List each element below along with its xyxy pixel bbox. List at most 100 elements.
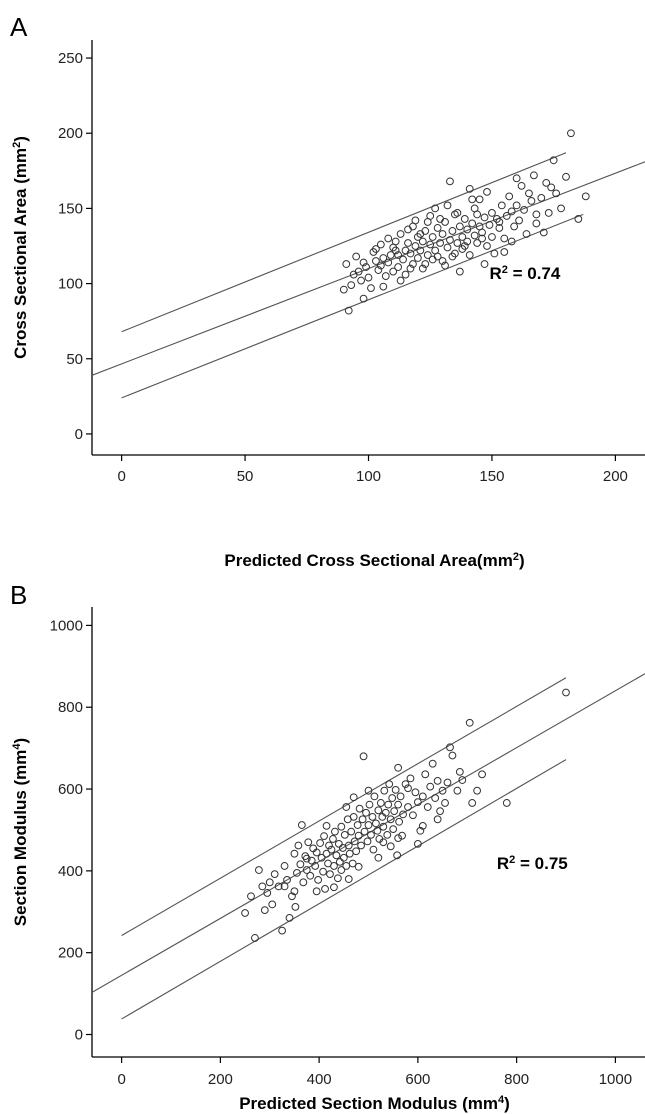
x-tick-label: 0: [117, 1071, 125, 1088]
data-point: [421, 260, 430, 268]
data-point: [352, 252, 361, 261]
data-point: [500, 234, 509, 243]
data-point: [381, 808, 390, 817]
r-squared-annotation: R2 = 0.74: [489, 264, 560, 283]
chart-panel-a: A 0 50 100 150 200 250 0 50 100 150 200 Predicted Cr…: [10, 12, 645, 570]
data-point: [446, 177, 454, 186]
data-point: [395, 817, 404, 826]
data-point: [455, 767, 464, 776]
data-point: [260, 906, 269, 915]
data-point: [360, 827, 369, 836]
data-point: [332, 851, 341, 860]
data-point: [448, 252, 457, 261]
data-point: [517, 181, 526, 190]
data-point: [539, 228, 548, 237]
data-point: [376, 240, 385, 249]
data-point: [306, 871, 315, 880]
data-point: [364, 273, 373, 282]
data-point: [325, 841, 333, 850]
data-point: [241, 909, 249, 917]
data-point: [549, 156, 558, 165]
data-point: [502, 799, 511, 807]
data-point: [448, 751, 457, 760]
data-point: [358, 815, 367, 824]
data-point: [515, 216, 523, 225]
data-point: [544, 209, 553, 217]
data-point: [288, 892, 296, 901]
data-point: [525, 189, 533, 198]
data-point: [319, 867, 327, 876]
data-point: [384, 258, 393, 267]
r-squared-annotation: R2 = 0.75: [497, 854, 568, 873]
data-point: [399, 810, 407, 819]
y-tick-label: 400: [58, 863, 83, 880]
data-point: [352, 847, 361, 856]
data-point: [359, 258, 368, 267]
data-point: [460, 242, 469, 250]
data-point: [478, 770, 486, 779]
data-point: [379, 254, 388, 262]
x-tick-label: 100: [356, 468, 381, 485]
x-tick-label: 1000: [599, 1071, 632, 1088]
data-point: [581, 192, 590, 201]
data-point: [495, 224, 504, 232]
data-point: [473, 239, 482, 247]
data-point: [453, 239, 462, 247]
data-point: [399, 255, 407, 264]
data-point: [507, 237, 516, 246]
data-point: [374, 266, 383, 274]
data-point: [453, 786, 462, 795]
data-point: [411, 216, 420, 225]
data-point: [348, 859, 357, 868]
data-point: [347, 281, 356, 289]
data-point: [416, 230, 425, 238]
data-point: [483, 242, 491, 250]
data-point: [321, 884, 329, 893]
data-point: [353, 821, 362, 829]
data-point: [376, 799, 385, 807]
data-point: [278, 926, 286, 935]
data-point: [304, 838, 313, 847]
data-point: [372, 257, 380, 265]
data-point: [280, 862, 289, 870]
data-point: [344, 306, 353, 315]
y-tick-label: 250: [58, 50, 83, 67]
data-point: [274, 882, 283, 891]
data-point: [381, 272, 390, 280]
data-point: [386, 251, 395, 259]
data-point: [339, 853, 348, 862]
data-point: [441, 799, 449, 807]
data-point: [337, 822, 346, 831]
data-point: [297, 821, 306, 829]
data-point: [254, 866, 263, 874]
data-point: [505, 192, 514, 201]
data-point: [285, 914, 294, 922]
data-point: [349, 812, 358, 821]
data-point: [532, 210, 541, 219]
data-point: [330, 883, 338, 892]
data-point: [480, 213, 489, 222]
data-point: [512, 201, 521, 210]
data-point: [398, 831, 406, 840]
data-point: [362, 263, 370, 271]
data-point: [433, 224, 442, 232]
data-point: [290, 887, 299, 896]
data-point: [367, 284, 375, 292]
data-point: [436, 239, 444, 247]
data-point: [500, 248, 509, 256]
data-point: [431, 794, 440, 802]
data-point: [428, 233, 437, 241]
data-point: [364, 786, 373, 795]
data-point: [455, 222, 464, 231]
data-point: [294, 841, 303, 850]
y-tick-label: 0: [75, 426, 83, 443]
x-axis-title: Predicted Cross Sectional Area(mm2): [224, 551, 524, 570]
data-point: [384, 234, 393, 243]
data-point: [394, 800, 403, 809]
data-point: [349, 793, 358, 802]
data-point: [391, 246, 400, 255]
y-tick-label: 200: [58, 945, 83, 962]
data-point: [453, 209, 462, 217]
data-point: [311, 862, 320, 870]
data-point: [441, 261, 449, 270]
